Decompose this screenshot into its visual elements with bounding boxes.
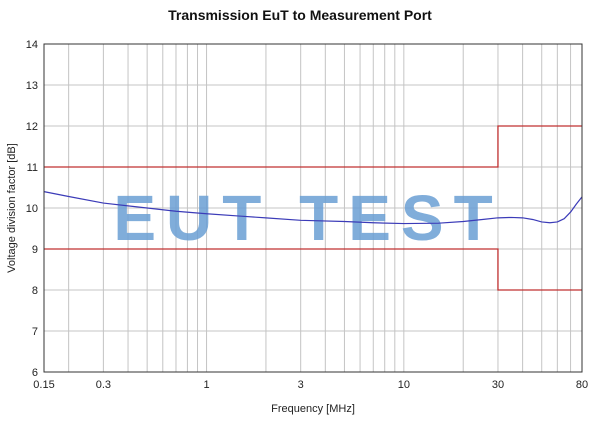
- limit-line-1: [44, 125, 582, 168]
- series-line-1: [43, 191, 583, 225]
- x-tick-label: 1: [203, 379, 209, 391]
- x-tick-label: 0.3: [96, 379, 111, 391]
- y-tick-label: 6: [32, 367, 38, 379]
- limit-line-2: [44, 248, 582, 291]
- y-axis-label: Voltage division factor [dB]: [6, 143, 18, 273]
- y-tick-label: 10: [26, 203, 38, 215]
- series-lines: [43, 191, 583, 225]
- x-tick-label: 10: [398, 379, 410, 391]
- x-tick-label: 30: [492, 379, 504, 391]
- y-tick-label: 9: [32, 244, 38, 256]
- y-tick-label: 12: [26, 121, 38, 133]
- x-axis-label: Frequency [MHz]: [271, 403, 355, 415]
- x-tick-label: 80: [576, 379, 588, 391]
- chart-title: Transmission EuT to Measurement Port: [168, 7, 432, 23]
- y-tick-label: 8: [32, 285, 38, 297]
- x-tick-label: 0.15: [33, 379, 54, 391]
- watermark-text: EUT TEST: [113, 182, 502, 254]
- plot-frame: [43, 43, 583, 373]
- y-tick-label: 14: [26, 39, 38, 51]
- x-tick-label: 3: [298, 379, 304, 391]
- y-tick-label: 7: [32, 326, 38, 338]
- limit-lines: [44, 125, 582, 291]
- y-tick-label: 13: [26, 80, 38, 92]
- y-tick-label: 11: [27, 162, 38, 174]
